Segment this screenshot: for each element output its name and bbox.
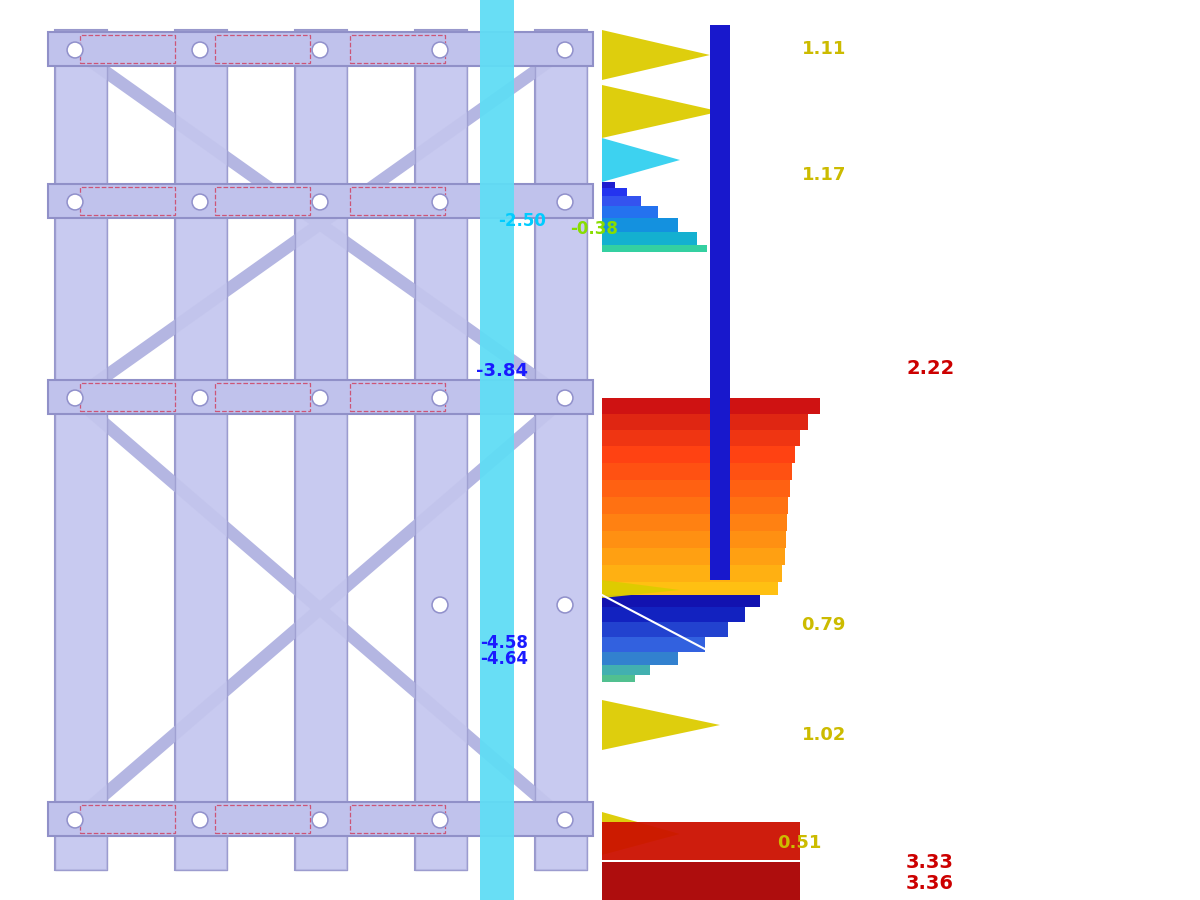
Text: 1.02: 1.02: [802, 726, 846, 744]
Polygon shape: [602, 430, 800, 446]
Polygon shape: [602, 595, 760, 607]
Bar: [80, 805, 175, 833]
Circle shape: [557, 812, 574, 828]
Circle shape: [432, 194, 448, 210]
Circle shape: [67, 812, 83, 828]
Polygon shape: [602, 700, 720, 750]
Polygon shape: [602, 480, 790, 497]
Circle shape: [192, 390, 208, 406]
Polygon shape: [602, 182, 616, 188]
Bar: [535, 30, 587, 870]
Text: 3.36: 3.36: [906, 874, 954, 894]
Bar: [48, 802, 593, 836]
Bar: [350, 383, 445, 411]
Polygon shape: [602, 514, 787, 531]
Bar: [480, 0, 514, 900]
Polygon shape: [602, 85, 720, 138]
Text: -4.64: -4.64: [480, 650, 528, 668]
Polygon shape: [602, 414, 808, 430]
Polygon shape: [602, 398, 820, 414]
Bar: [55, 30, 107, 870]
Circle shape: [192, 194, 208, 210]
Polygon shape: [602, 218, 678, 232]
Bar: [535, 30, 587, 870]
Bar: [175, 30, 227, 870]
Circle shape: [432, 42, 448, 58]
Polygon shape: [602, 30, 710, 80]
Circle shape: [192, 42, 208, 58]
Circle shape: [312, 42, 328, 58]
Polygon shape: [602, 580, 680, 598]
Polygon shape: [602, 245, 707, 252]
Bar: [215, 187, 310, 215]
Circle shape: [432, 812, 448, 828]
Bar: [55, 30, 107, 870]
Circle shape: [312, 194, 328, 210]
Circle shape: [557, 597, 574, 613]
Bar: [350, 35, 445, 63]
Circle shape: [67, 194, 83, 210]
Polygon shape: [602, 565, 782, 582]
Bar: [415, 30, 467, 870]
Bar: [48, 380, 593, 414]
Polygon shape: [602, 531, 786, 548]
Bar: [295, 30, 347, 870]
Text: 0.51: 0.51: [778, 834, 822, 852]
Bar: [48, 32, 593, 66]
Bar: [175, 30, 227, 870]
Text: 3.33: 3.33: [906, 852, 954, 872]
Text: -3.84: -3.84: [476, 362, 528, 380]
Bar: [215, 383, 310, 411]
Polygon shape: [602, 497, 788, 514]
Polygon shape: [602, 607, 745, 622]
Bar: [80, 383, 175, 411]
Bar: [215, 35, 310, 63]
Circle shape: [67, 390, 83, 406]
Polygon shape: [602, 582, 778, 595]
Polygon shape: [602, 548, 785, 565]
Polygon shape: [602, 652, 678, 665]
Circle shape: [432, 390, 448, 406]
Circle shape: [557, 194, 574, 210]
Circle shape: [312, 812, 328, 828]
Polygon shape: [602, 196, 641, 206]
Text: 2.22: 2.22: [906, 359, 954, 379]
Text: -4.58: -4.58: [480, 634, 528, 652]
Polygon shape: [602, 446, 796, 463]
Circle shape: [312, 390, 328, 406]
Polygon shape: [602, 822, 800, 860]
Polygon shape: [602, 665, 650, 675]
Polygon shape: [602, 622, 728, 637]
Circle shape: [192, 812, 208, 828]
Bar: [350, 187, 445, 215]
Bar: [415, 30, 467, 870]
Polygon shape: [602, 812, 680, 855]
Circle shape: [557, 42, 574, 58]
Text: -2.50: -2.50: [498, 212, 546, 230]
Polygon shape: [602, 637, 706, 652]
Polygon shape: [602, 675, 635, 682]
Polygon shape: [602, 138, 680, 182]
Bar: [80, 35, 175, 63]
Circle shape: [432, 597, 448, 613]
Polygon shape: [602, 206, 658, 218]
Bar: [350, 805, 445, 833]
Bar: [295, 30, 347, 870]
Text: 1.11: 1.11: [802, 40, 846, 58]
Polygon shape: [602, 463, 792, 480]
Text: 1.17: 1.17: [802, 166, 846, 184]
Text: -0.38: -0.38: [570, 220, 618, 238]
Text: 0.79: 0.79: [802, 616, 846, 634]
Circle shape: [557, 390, 574, 406]
Polygon shape: [602, 862, 800, 900]
Circle shape: [67, 42, 83, 58]
Bar: [215, 805, 310, 833]
Bar: [80, 187, 175, 215]
Polygon shape: [602, 232, 697, 245]
Bar: [48, 184, 593, 218]
Bar: [710, 25, 730, 580]
Polygon shape: [602, 188, 628, 196]
